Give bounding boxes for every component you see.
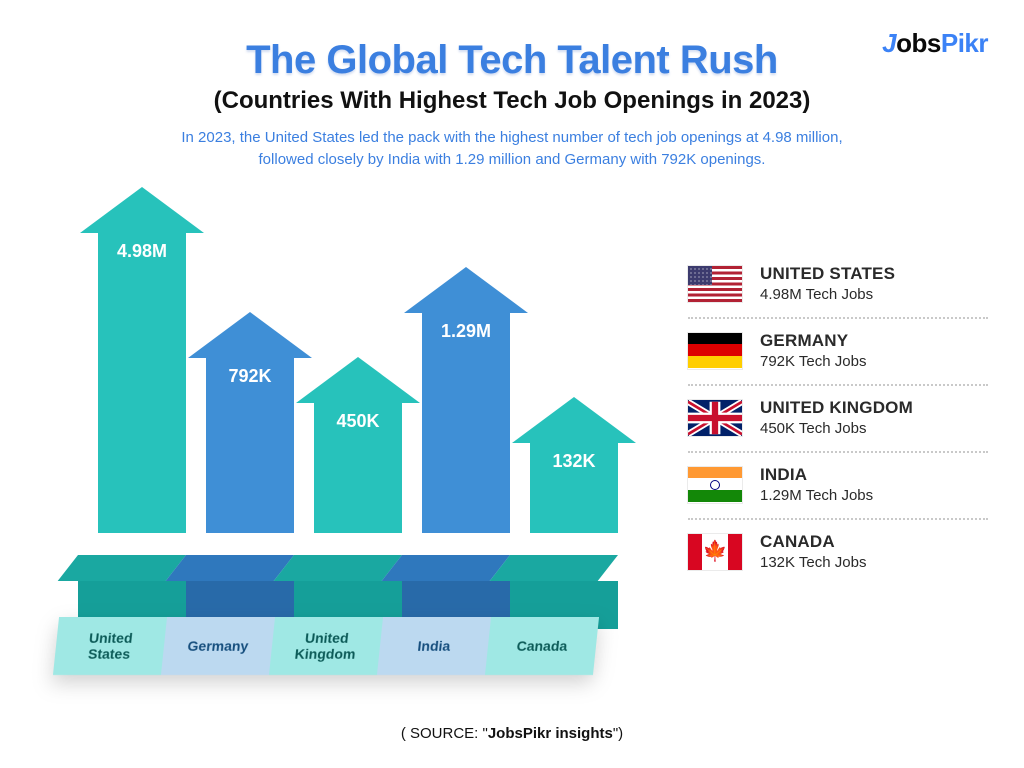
legend-country-name: GERMANY	[760, 331, 866, 351]
legend-country-value: 450K Tech Jobs	[760, 420, 913, 437]
chart-bar-value: 132K	[552, 443, 595, 472]
chart-arrow-bar: 132K	[530, 397, 618, 533]
chart-arrow-bar: 4.98M	[98, 187, 186, 533]
source-line: ( SOURCE: "JobsPikr insights")	[0, 725, 1024, 742]
chart-bar-value: 450K	[336, 403, 379, 432]
legend-item: GERMANY 792K Tech Jobs	[688, 319, 988, 386]
legend-country-name: UNITED STATES	[760, 264, 895, 284]
legend-item: UNITED KINGDOM 450K Tech Jobs	[688, 386, 988, 453]
legend-country-value: 4.98M Tech Jobs	[760, 286, 895, 303]
legend-item: UNITED STATES 4.98M Tech Jobs	[688, 252, 988, 319]
source-suffix: ")	[613, 725, 623, 742]
header: The Global Tech Talent Rush (Countries W…	[0, 38, 1024, 171]
blurb-line-2: followed closely by India with 1.29 mill…	[259, 151, 766, 168]
chart-x-label: Canada	[485, 617, 599, 675]
page-title: The Global Tech Talent Rush	[0, 38, 1024, 83]
legend-country-name: CANADA	[760, 532, 866, 552]
chart-bar-value: 4.98M	[117, 233, 167, 262]
page-blurb: In 2023, the United States led the pack …	[0, 127, 1024, 171]
chart-base-segment	[510, 555, 618, 605]
flag-in-icon	[688, 467, 742, 503]
flag-de-icon	[688, 333, 742, 369]
chart-arrow-bar: 450K	[314, 357, 402, 533]
source-value: JobsPikr insights	[488, 725, 613, 742]
legend: UNITED STATES 4.98M Tech Jobs GERMANY 792K …	[688, 252, 988, 585]
chart-bar-value: 792K	[228, 358, 271, 387]
source-prefix: ( SOURCE: "	[401, 725, 488, 742]
page-subtitle: (Countries With Highest Tech Job Opening…	[0, 87, 1024, 115]
flag-ca-icon: 🍁	[688, 534, 742, 570]
arrow-bar-chart: 4.98M792K450K1.29M132K UnitedStatesGerma…	[78, 195, 618, 675]
chart-bar-value: 1.29M	[441, 313, 491, 342]
flag-us-icon	[688, 266, 742, 302]
legend-country-value: 1.29M Tech Jobs	[760, 487, 873, 504]
chart-arrow-bar: 1.29M	[422, 267, 510, 533]
chart-arrow-bar: 792K	[206, 312, 294, 533]
chart-x-label: UnitedKingdom	[269, 617, 383, 675]
flag-uk-icon	[688, 400, 742, 436]
legend-item: INDIA 1.29M Tech Jobs	[688, 453, 988, 520]
chart-x-label: India	[377, 617, 491, 675]
legend-country-value: 792K Tech Jobs	[760, 353, 866, 370]
legend-item: 🍁 CANADA 132K Tech Jobs	[688, 520, 988, 585]
legend-country-value: 132K Tech Jobs	[760, 554, 866, 571]
chart-x-label: Germany	[161, 617, 275, 675]
legend-country-name: UNITED KINGDOM	[760, 398, 913, 418]
blurb-line-1: In 2023, the United States led the pack …	[181, 129, 842, 146]
chart-x-label: UnitedStates	[53, 617, 167, 675]
legend-country-name: INDIA	[760, 465, 873, 485]
